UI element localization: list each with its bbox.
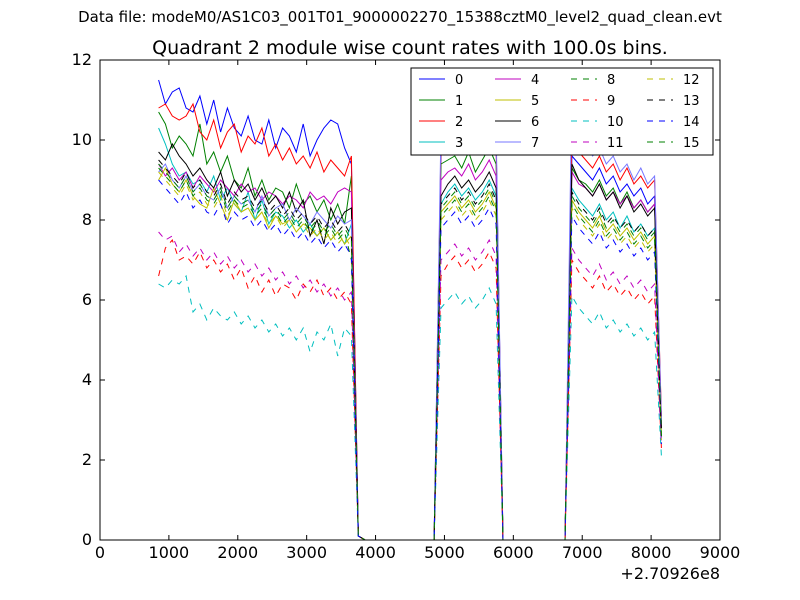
legend-label-9: 9 [607,94,615,109]
x-tick-label: 9000 [700,543,741,562]
legend-label-8: 8 [607,73,615,88]
x-tick-label: 2000 [217,543,258,562]
legend-label-7: 7 [531,136,539,151]
series-line-10 [158,274,662,541]
x-tick-label: 3000 [286,543,327,562]
y-tick-label: 10 [72,130,92,149]
legend-label-15: 15 [683,136,700,151]
x-tick-label: 8000 [631,543,672,562]
legend-label-0: 0 [455,73,463,88]
legend-label-1: 1 [455,94,463,109]
legend-label-4: 4 [531,73,539,88]
x-tick-label: 4000 [355,543,396,562]
legend-label-10: 10 [607,115,624,130]
y-tick-label: 2 [82,450,92,469]
legend-label-6: 6 [531,115,539,130]
series-line-11 [158,231,662,541]
y-tick-label: 12 [72,50,92,69]
x-tick-label: 5000 [424,543,465,562]
legend-label-13: 13 [683,94,700,109]
legend-label-3: 3 [455,136,463,151]
figure-suptitle: Data file: modeM0/AS1C03_001T01_90000022… [78,8,722,26]
chart-title: Quadrant 2 module wise count rates with … [152,37,668,59]
series-line-3 [158,127,662,541]
legend-label-14: 14 [683,115,700,130]
y-tick-label: 4 [82,370,92,389]
series-line-12 [158,171,662,541]
y-tick-label: 8 [82,210,92,229]
x-offset-label: +2.70926e8 [620,564,720,583]
x-tick-label: 7000 [562,543,603,562]
series-line-8 [158,167,662,541]
legend-label-2: 2 [455,115,463,130]
axes-layer: 0 1000 2000 3000 4000 5000 6000 7000 8000 9000 0 2 4… [72,50,741,562]
x-tick-label: 1000 [149,543,190,562]
y-tick-label: 6 [82,290,92,309]
y-tick-label: 0 [82,530,92,549]
series-line-9 [158,239,662,541]
series-line-5 [158,166,662,541]
series-line-1 [158,111,662,541]
legend-label-5: 5 [531,94,539,109]
legend-box [410,67,714,156]
series-layer [158,79,662,541]
series-line-6 [158,142,662,541]
x-tick-label: 0 [95,543,105,562]
legend-label-11: 11 [607,136,624,151]
legend-label-12: 12 [683,73,700,88]
series-line-2 [158,102,662,541]
x-tick-label: 6000 [493,543,534,562]
series-line-14 [158,179,662,541]
